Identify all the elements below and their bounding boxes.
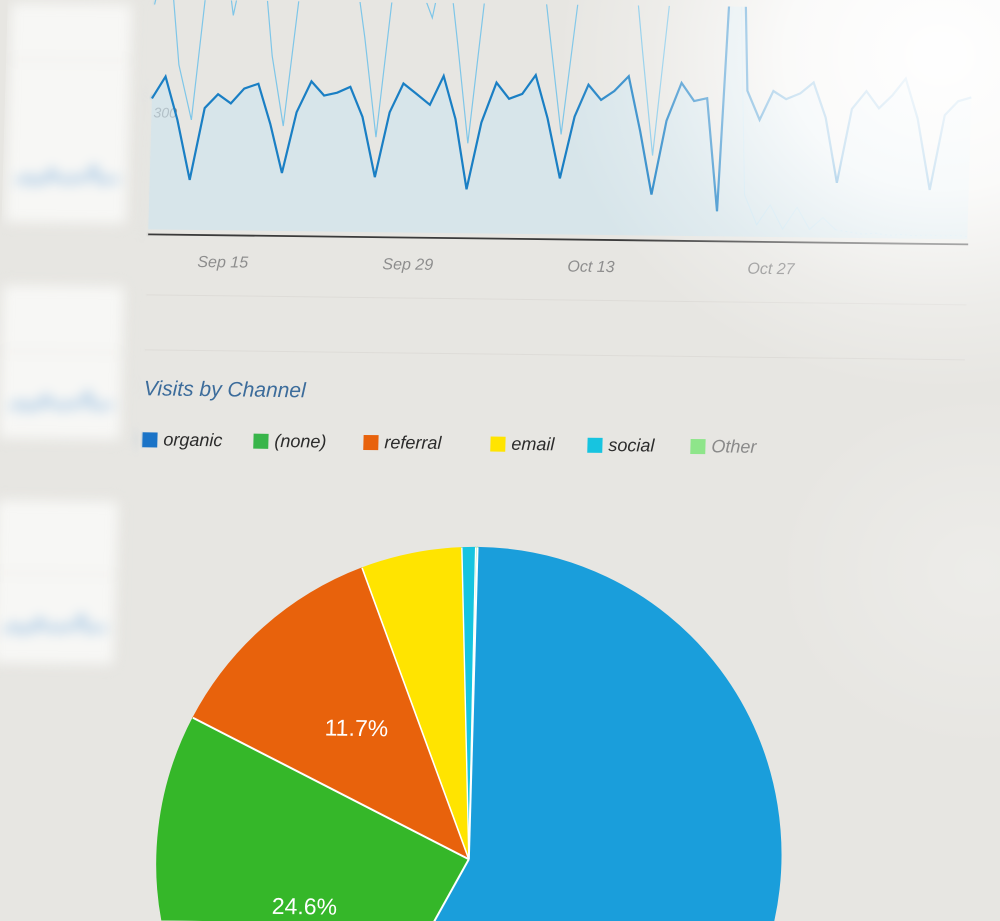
svg-text:11.7%: 11.7% [324, 715, 388, 742]
svg-text:24.6%: 24.6% [271, 893, 337, 920]
